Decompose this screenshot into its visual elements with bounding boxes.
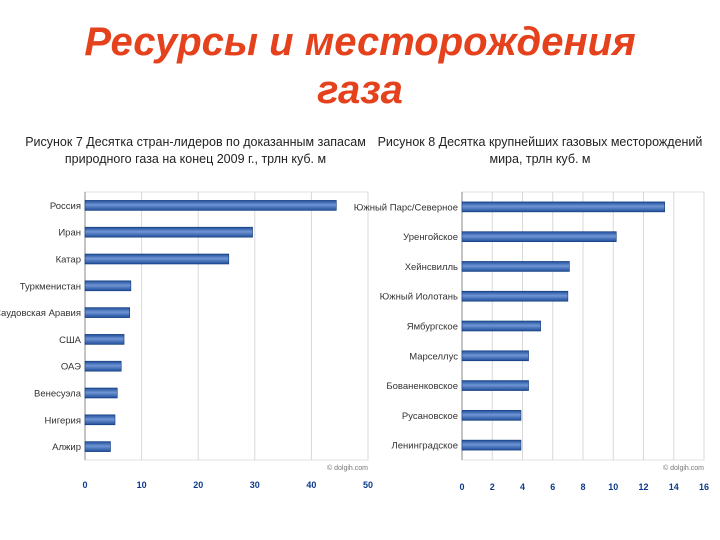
category-label: Россия [50, 201, 81, 212]
x-tick-label: 40 [306, 480, 316, 490]
category-label: Бованенковское [386, 381, 458, 392]
bar [461, 231, 617, 242]
category-label: Иран [58, 228, 81, 239]
x-tick-label: 30 [250, 480, 260, 490]
x-tick-label: 14 [669, 482, 679, 492]
slide-title-line-1: Ресурсы и месторождения [84, 20, 636, 64]
reserves-by-country-chart: Рисунок 7 Десятка стран-лидеров по доказ… [0, 130, 373, 495]
category-label: Русановское [402, 411, 458, 422]
bar [84, 360, 122, 372]
bar [461, 290, 569, 302]
category-label: Ленинградское [392, 441, 458, 452]
slide-title-line-2: газа [317, 68, 403, 112]
x-tick-label: 10 [608, 482, 618, 492]
x-tick-label: 50 [363, 480, 373, 490]
chart-title-line-2: природного газа на конец 2009 г., трлн к… [64, 152, 327, 166]
chart-title-line-1: Рисунок 8 Десятка крупнейших газовых мес… [377, 135, 703, 149]
x-tick-label: 0 [459, 482, 464, 492]
largest-gas-fields-chart: Рисунок 8 Десятка крупнейших газовых мес… [354, 130, 710, 495]
bar [84, 253, 230, 265]
chart-title: Рисунок 7 Десятка стран-лидеров по доказ… [18, 134, 373, 168]
bar [461, 410, 522, 421]
category-label: Южный Иолотань [380, 292, 458, 303]
category-label: Туркменистан [20, 281, 81, 292]
bar [461, 320, 541, 332]
bar [84, 414, 116, 426]
x-tick-label: 2 [490, 482, 495, 492]
chart-title-line-2: мира, трлн куб. м [489, 152, 591, 166]
category-label: Уренгойское [403, 232, 458, 243]
category-label: Южный Парс/Северное [354, 202, 458, 213]
bar [461, 261, 570, 272]
bar [461, 380, 529, 391]
source-label: © dolgih.com [663, 464, 704, 472]
chart-title: Рисунок 8 Десятка крупнейших газовых мес… [370, 134, 710, 168]
category-label: Марселлус [409, 351, 458, 362]
bar [84, 441, 111, 452]
x-tick-label: 4 [520, 482, 525, 492]
category-label: Ямбургское [407, 322, 458, 333]
chart-plot: 0 2 4 6 8 10 12 14 16 Южный Парс/Северное Уренгойс… [354, 191, 709, 492]
x-tick-label: 8 [580, 482, 585, 492]
category-label: ОАЭ [61, 362, 81, 373]
bar [84, 307, 131, 318]
bar [84, 280, 132, 292]
category-label: Нигерия [45, 415, 81, 426]
category-label: Хейнсвилль [405, 262, 458, 273]
category-label: Алжир [52, 442, 81, 453]
bar [461, 201, 665, 213]
x-tick-label: 10 [137, 480, 147, 490]
bar [461, 439, 522, 451]
category-label: Венесуэла [34, 389, 82, 400]
x-tick-label: 12 [638, 482, 648, 492]
x-tick-label: 16 [699, 482, 709, 492]
slide-title: Ресурсы и месторождения газа [0, 18, 720, 114]
chart-plot: 0 10 20 30 40 50 Россия Иран Катар Туркменистан Са… [0, 191, 373, 490]
category-label: США [59, 335, 82, 346]
x-tick-label: 20 [193, 480, 203, 490]
category-label: Катар [56, 255, 81, 266]
x-tick-label: 0 [82, 480, 87, 490]
source-label: © dolgih.com [327, 464, 368, 472]
bar [84, 387, 118, 399]
bar [84, 226, 253, 238]
chart-title-line-1: Рисунок 7 Десятка стран-лидеров по доказ… [25, 135, 366, 149]
category-label: Саудовская Аравия [0, 308, 81, 319]
x-tick-label: 6 [550, 482, 555, 492]
bar [84, 334, 125, 345]
bar [461, 350, 529, 362]
bar [84, 200, 337, 211]
